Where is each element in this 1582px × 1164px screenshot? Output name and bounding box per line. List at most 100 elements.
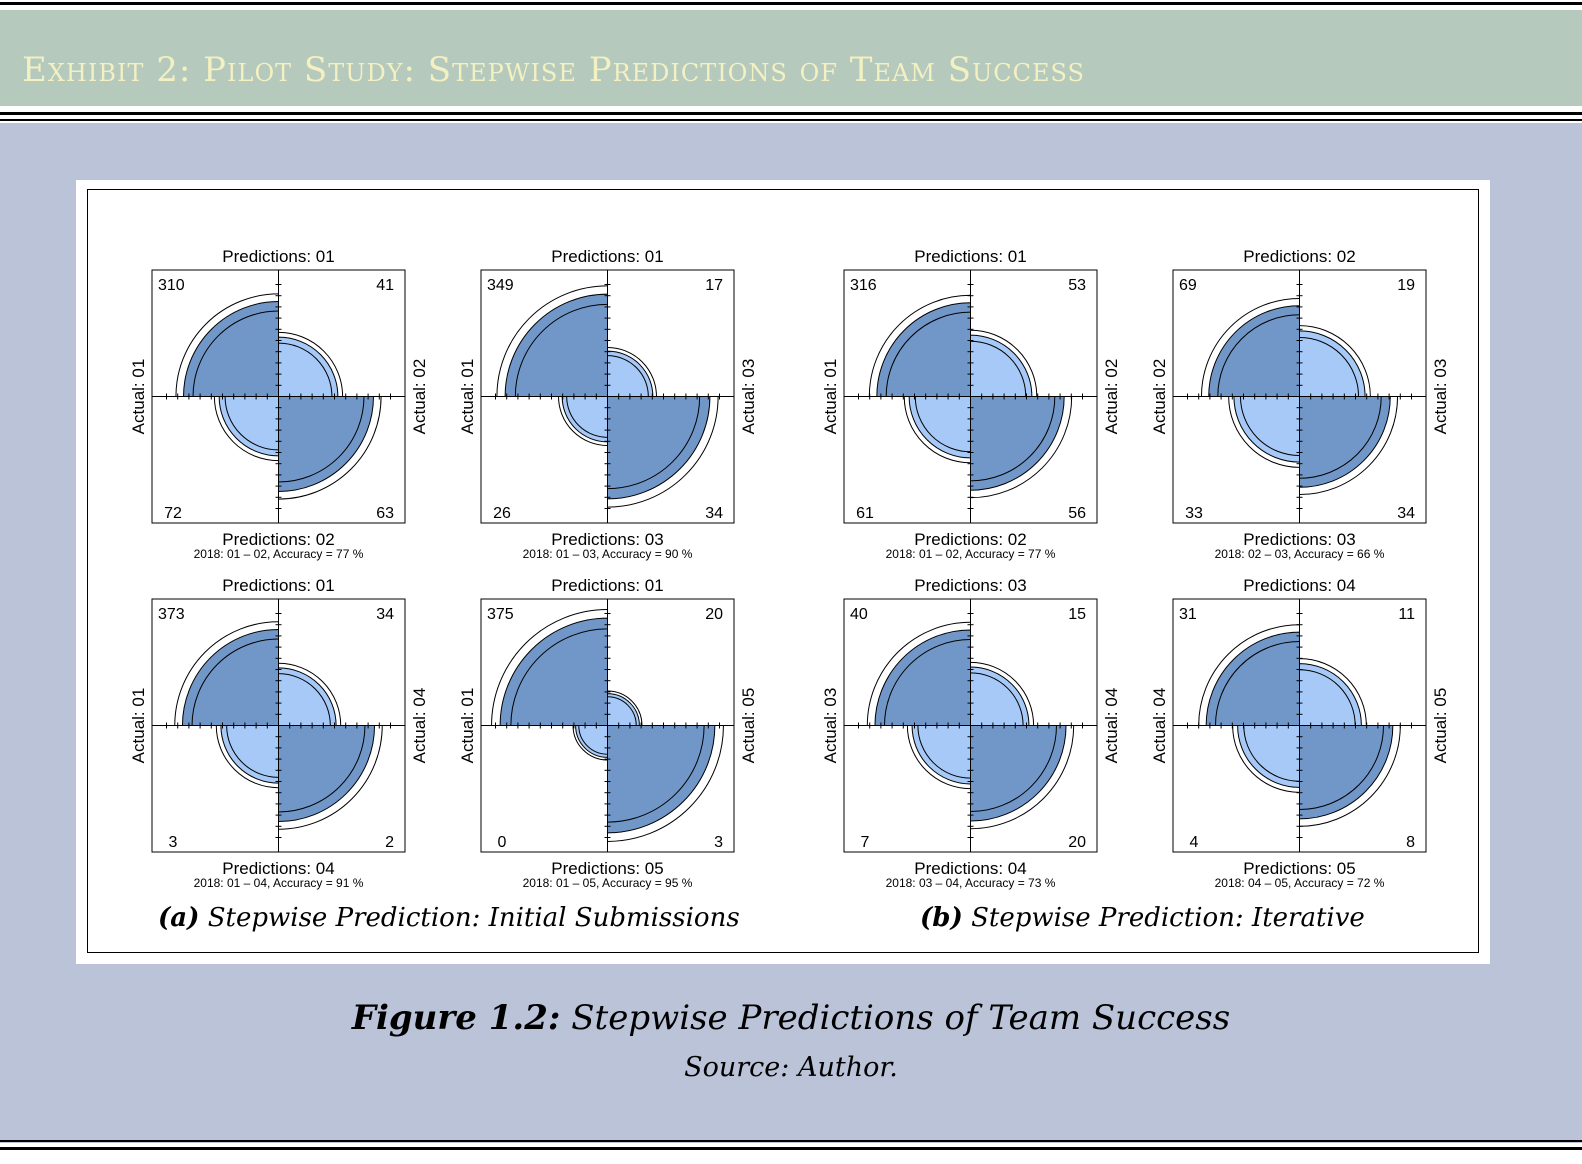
figure-frame <box>87 189 1479 953</box>
ring-inner-br <box>607 396 701 490</box>
ring-outer-tl <box>868 294 971 397</box>
ring-outer-tl <box>1200 297 1300 397</box>
label-bottom-predictions: Predictions: 03 <box>1243 530 1355 549</box>
top-rule-2 <box>0 112 1582 115</box>
quadrant-tr <box>278 667 337 726</box>
label-right-actual: Actual: 05 <box>1431 688 1450 764</box>
ring-outer-br <box>1299 396 1399 496</box>
ring-outer-tl <box>174 621 279 726</box>
ring-inner-bl <box>1243 725 1300 782</box>
ring-inner-tl <box>510 628 608 726</box>
ring-outer-tr <box>1299 658 1367 726</box>
quadrant-tr <box>970 334 1033 397</box>
fourfold-panel-7: 40 15 7 20 Predictions: 03 Predictions: 04 Act… <box>821 576 1121 890</box>
figure-source: Source: Author. <box>684 1052 898 1083</box>
label-bottom-predictions: Predictions: 03 <box>551 530 663 549</box>
ring-outer-tr <box>1299 325 1371 397</box>
count-top-left: 31 <box>1179 606 1197 623</box>
ring-outer-tr <box>970 329 1038 397</box>
figure-box <box>76 180 1490 964</box>
quadrant-tr <box>1299 663 1362 726</box>
quadrant-tl <box>1205 631 1300 726</box>
ring-inner-br <box>278 725 366 813</box>
ring-inner-tr <box>278 342 333 397</box>
count-bottom-right: 3 <box>714 834 723 851</box>
count-top-right: 19 <box>1397 277 1415 294</box>
ring-outer-br <box>970 396 1073 499</box>
label-top-predictions: Predictions: 01 <box>222 576 334 595</box>
quadrant-tl <box>876 302 971 397</box>
ring-inner-bl <box>224 396 279 451</box>
ring-outer-bl <box>906 725 971 790</box>
panel-subtitle: 2018: 01 – 05, Accuracy = 95 % <box>523 876 693 890</box>
subcaption-b-text: Stepwise Prediction: Iterative <box>971 903 1365 933</box>
count-top-left: 349 <box>487 277 514 294</box>
quadrant-br <box>278 725 376 823</box>
fourfold-panel-6: 375 20 0 3 Predictions: 01 Predictions: 05 Act… <box>458 576 758 890</box>
count-top-left: 40 <box>850 606 868 623</box>
ring-inner-tr <box>607 355 649 397</box>
count-bottom-left: 7 <box>861 834 870 851</box>
ring-inner-br <box>1299 396 1382 479</box>
ring-outer-br <box>278 725 383 830</box>
count-top-right: 34 <box>376 606 394 623</box>
count-bottom-left: 61 <box>856 505 874 522</box>
ring-inner-tl <box>885 311 971 397</box>
ring-inner-tr <box>607 696 637 726</box>
quadrant-br <box>970 725 1067 822</box>
label-left-actual: Actual: 04 <box>1150 688 1169 764</box>
count-bottom-right: 63 <box>376 505 394 522</box>
fourfold-panel-8: 31 11 4 8 Predictions: 04 Predictions: 05 Actu… <box>1150 576 1450 890</box>
count-bottom-right: 34 <box>1397 505 1415 522</box>
ring-outer-bl <box>213 396 279 462</box>
quadrant-bl <box>218 396 279 457</box>
quadrant-bl <box>911 725 971 785</box>
ring-inner-bl <box>1239 396 1300 457</box>
count-top-left: 375 <box>487 606 514 623</box>
ring-inner-tl <box>192 310 279 397</box>
ring-outer-tl <box>175 293 279 397</box>
subcaption-a: (a) Stepwise Prediction: Initial Submiss… <box>158 903 740 933</box>
quadrant-bl <box>1233 396 1300 463</box>
fourfold-panel-3: 316 53 61 56 Predictions: 01 Predictions: 02 A… <box>821 247 1121 561</box>
label-left-actual: Actual: 01 <box>821 359 840 435</box>
ring-outer-tr <box>607 690 643 726</box>
subcaption-a-label: (a) <box>158 903 200 933</box>
figure-caption-label: Figure 1.2: <box>351 998 561 1038</box>
count-bottom-left: 33 <box>1185 505 1203 522</box>
ring-outer-br <box>1299 725 1401 827</box>
ring-inner-bl <box>226 725 279 778</box>
quadrant-br <box>970 396 1065 491</box>
exhibit-title: Exhibit 2: Pilot Study: Stepwise Predict… <box>22 50 1085 90</box>
quadrant-br <box>1299 396 1391 488</box>
subcaption-b-label: (b) <box>920 903 963 933</box>
top-rule-1 <box>0 2 1582 5</box>
quadrant-tr <box>607 350 654 397</box>
quadrant-tl <box>504 293 608 397</box>
figure-caption-text: Stepwise Predictions of Team Success <box>571 998 1231 1038</box>
subcaption-a-text: Stepwise Prediction: Initial Submissions <box>207 903 740 933</box>
count-bottom-left: 72 <box>164 505 182 522</box>
quadrant-bl <box>1237 725 1300 788</box>
label-bottom-predictions: Predictions: 05 <box>1243 859 1355 878</box>
ring-outer-bl <box>215 725 279 789</box>
bottom-rule-1 <box>0 1140 1582 1142</box>
quadrant-bl <box>575 725 608 758</box>
label-bottom-predictions: Predictions: 02 <box>222 530 334 549</box>
ring-outer-tr <box>278 331 344 397</box>
ring-inner-tl <box>1214 640 1300 726</box>
count-top-right: 53 <box>1068 277 1086 294</box>
ring-outer-bl <box>1228 396 1300 468</box>
count-top-right: 15 <box>1068 606 1086 623</box>
ring-outer-br <box>607 725 724 842</box>
label-left-actual: Actual: 01 <box>458 688 477 764</box>
panel-subtitle: 2018: 01 – 02, Accuracy = 77 % <box>194 547 364 561</box>
ring-inner-bl <box>917 725 971 779</box>
label-bottom-predictions: Predictions: 04 <box>914 859 1026 878</box>
ring-outer-tr <box>607 347 657 397</box>
count-bottom-right: 20 <box>1068 834 1086 851</box>
count-top-right: 17 <box>705 277 723 294</box>
label-left-actual: Actual: 01 <box>129 359 148 435</box>
ring-outer-tr <box>970 661 1035 726</box>
